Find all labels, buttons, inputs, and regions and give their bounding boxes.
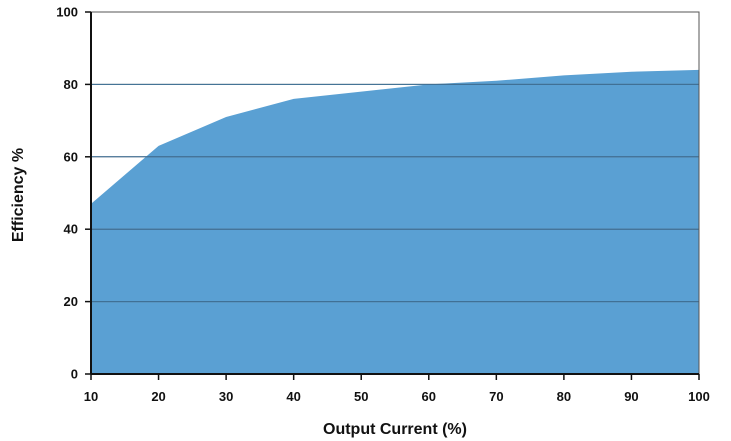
x-tick-label-90: 90 (624, 389, 638, 404)
x-tick-label-10: 10 (84, 389, 98, 404)
efficiency-area (91, 69, 699, 375)
x-tick-label-40: 40 (286, 389, 300, 404)
y-axis-label: Efficiency % (10, 148, 27, 242)
x-tick-labels: 10 20 30 40 50 60 70 80 90 100 (84, 374, 710, 404)
y-tick-label-0: 0 (71, 367, 78, 382)
y-tick-label-20: 20 (64, 294, 78, 309)
x-tick-label-60: 60 (422, 389, 436, 404)
x-tick-label-20: 20 (151, 389, 165, 404)
y-tick-label-60: 60 (64, 149, 78, 164)
x-tick-label-100: 100 (688, 389, 710, 404)
y-tick-label-80: 80 (64, 77, 78, 92)
x-tick-label-30: 30 (219, 389, 233, 404)
x-axis-label: Output Current (%) (323, 421, 467, 438)
x-tick-label-80: 80 (557, 389, 571, 404)
x-tick-label-50: 50 (354, 389, 368, 404)
y-tick-label-40: 40 (64, 222, 78, 237)
y-tick-labels: 0 20 40 60 80 100 (56, 5, 91, 382)
y-tick-label-100: 100 (56, 5, 78, 20)
plot-frame (90, 11, 700, 375)
x-tick-label-70: 70 (489, 389, 503, 404)
